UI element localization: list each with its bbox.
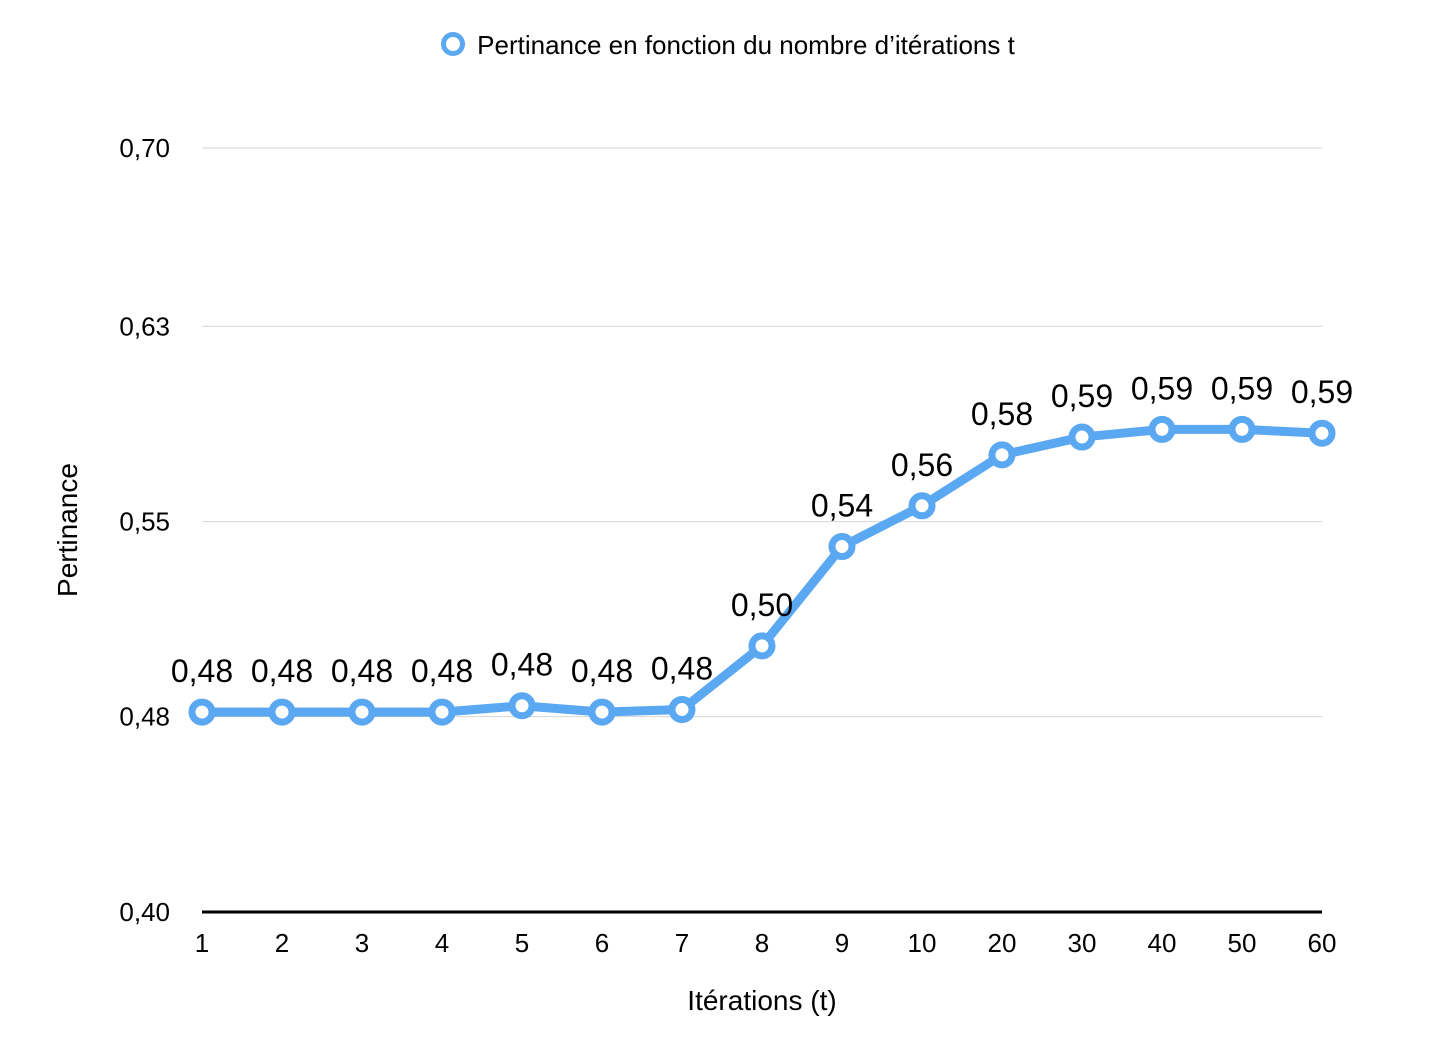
x-tick-label: 3 xyxy=(355,928,369,958)
data-label: 0,58 xyxy=(971,396,1033,432)
data-label: 0,48 xyxy=(171,653,233,689)
x-tick-label: 2 xyxy=(275,928,289,958)
x-tick-label: 6 xyxy=(595,928,609,958)
y-axis-label: Pertinance xyxy=(52,463,83,597)
x-tick-label: 20 xyxy=(988,928,1017,958)
y-tick-label: 0,40 xyxy=(119,897,170,927)
x-tick-label: 30 xyxy=(1068,928,1097,958)
data-label: 0,48 xyxy=(491,647,553,683)
data-point xyxy=(668,696,696,724)
data-point xyxy=(1308,419,1336,447)
data-point xyxy=(428,698,456,726)
chart-legend: Pertinance en fonction du nombre d’itéra… xyxy=(0,30,1456,61)
gridlines xyxy=(202,147,1322,718)
data-label: 0,54 xyxy=(811,488,873,524)
data-label: 0,48 xyxy=(331,653,393,689)
data-labels: 0,48 0,48 0,48 0,48 0,48 0,48 0,48 0,50 0,54 0,56… xyxy=(171,370,1353,689)
data-point xyxy=(1148,415,1176,443)
data-point xyxy=(188,698,216,726)
legend-marker-icon xyxy=(441,32,466,57)
data-point xyxy=(1228,415,1256,443)
x-tick-label: 10 xyxy=(908,928,937,958)
data-point xyxy=(828,533,856,561)
data-label: 0,48 xyxy=(411,653,473,689)
x-tick-label: 50 xyxy=(1228,928,1257,958)
x-tick-label: 8 xyxy=(755,928,769,958)
data-label: 0,56 xyxy=(891,447,953,483)
x-tick-label: 1 xyxy=(195,928,209,958)
data-point xyxy=(908,492,936,520)
y-tick-label: 0,48 xyxy=(119,702,170,732)
y-tick-label: 0,55 xyxy=(119,507,170,537)
x-tick-labels: 1 2 3 4 5 6 7 8 9 10 20 30 40 50 60 xyxy=(195,928,1337,958)
x-tick-label: 7 xyxy=(675,928,689,958)
x-tick-label: 4 xyxy=(435,928,449,958)
data-point xyxy=(988,441,1016,469)
y-tick-label: 0,63 xyxy=(119,311,170,341)
data-point xyxy=(348,698,376,726)
data-label: 0,59 xyxy=(1131,370,1193,406)
data-label: 0,50 xyxy=(731,587,793,623)
data-label: 0,59 xyxy=(1051,378,1113,414)
x-tick-label: 40 xyxy=(1148,928,1177,958)
data-label: 0,48 xyxy=(571,653,633,689)
data-point xyxy=(508,692,536,720)
data-point xyxy=(268,698,296,726)
data-point xyxy=(748,632,776,660)
data-label: 0,48 xyxy=(651,651,713,687)
series-group xyxy=(188,415,1336,726)
x-tick-label: 5 xyxy=(515,928,529,958)
x-axis-label: Itérations (t) xyxy=(687,985,837,1016)
y-tick-labels: 0,40 0,48 0,55 0,63 0,70 xyxy=(119,133,170,927)
data-point xyxy=(1068,423,1096,451)
y-tick-label: 0,70 xyxy=(119,133,170,163)
x-tick-label: 9 xyxy=(835,928,849,958)
data-label: 0,59 xyxy=(1291,374,1353,410)
data-point xyxy=(588,698,616,726)
data-label: 0,59 xyxy=(1211,370,1273,406)
x-tick-label: 60 xyxy=(1308,928,1337,958)
legend-label: Pertinance en fonction du nombre d’itéra… xyxy=(477,30,1015,60)
data-label: 0,48 xyxy=(251,653,313,689)
